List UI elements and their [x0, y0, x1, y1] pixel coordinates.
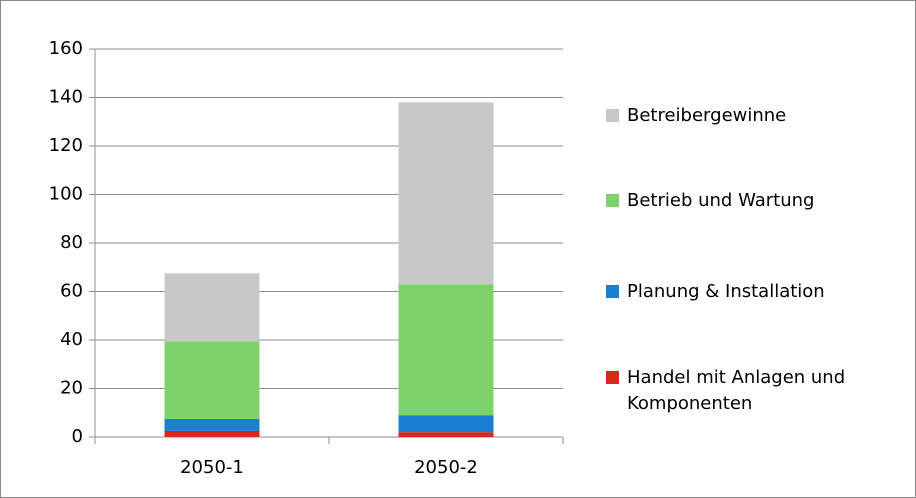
legend-swatch [606, 371, 619, 384]
bar-segment [164, 273, 260, 342]
y-tick-label: 0 [72, 426, 83, 447]
bar-segment [398, 284, 494, 416]
legend-swatch [606, 285, 619, 298]
legend-swatch [606, 109, 619, 122]
bar-segment [164, 418, 260, 431]
legend-item: Planung & Installation [606, 279, 906, 305]
legend-item: Betreibergewinne [606, 103, 906, 129]
x-tick-label: 2050-2 [414, 457, 478, 478]
bar-segment [398, 432, 494, 437]
legend-label: Betreibergewinne [627, 105, 787, 126]
legend-item: Betrieb und Wartung [606, 188, 906, 214]
legend-label: Handel mit Anlagen und Komponenten [627, 367, 846, 414]
y-tick-label: 60 [60, 281, 83, 302]
bar-segment [398, 102, 494, 285]
legend-label: Betrieb und Wartung [627, 190, 815, 211]
bar-segment [398, 415, 494, 433]
legend-swatch [606, 194, 619, 207]
y-tick-label: 100 [49, 184, 83, 205]
y-tick-label: 140 [49, 87, 83, 108]
y-tick-label: 120 [49, 135, 83, 156]
legend-item: Handel mit Anlagen und Komponenten [606, 365, 906, 417]
y-tick-label: 160 [49, 38, 83, 59]
x-tick-label: 2050-1 [180, 457, 244, 478]
bar-segment [164, 430, 260, 437]
legend-label: Planung & Installation [627, 281, 825, 302]
bar-segment [164, 341, 260, 419]
y-tick-label: 40 [60, 329, 83, 350]
y-tick-label: 20 [60, 378, 83, 399]
y-tick-label: 80 [60, 232, 83, 253]
